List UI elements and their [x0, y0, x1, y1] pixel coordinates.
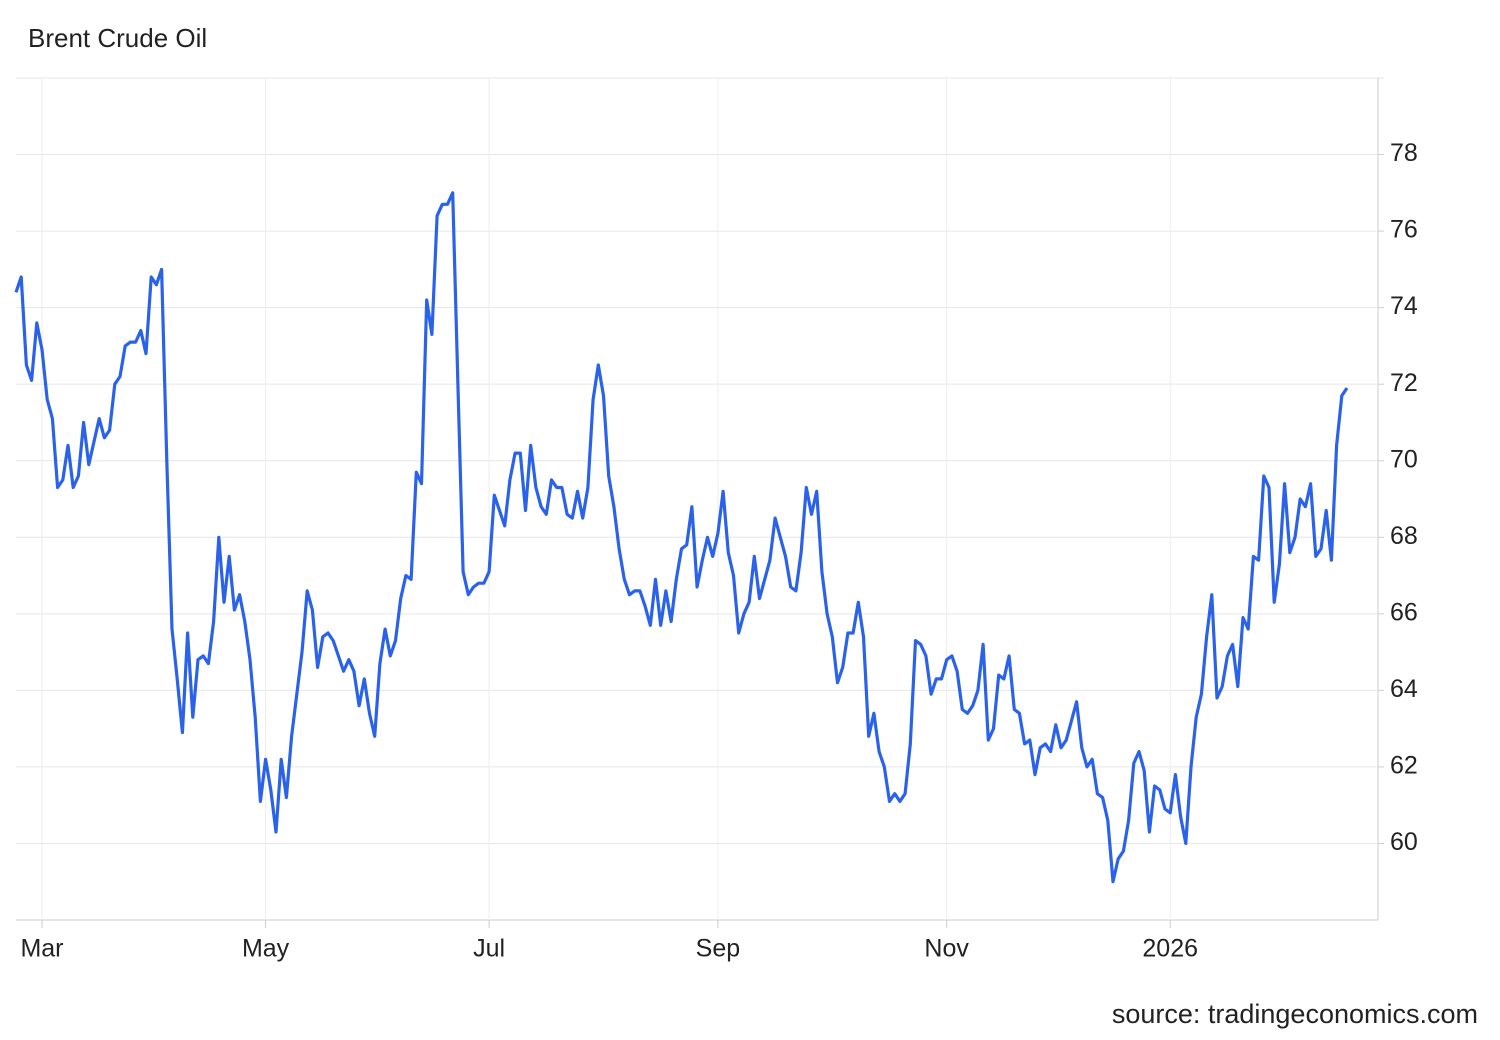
- source: source: tradingeconomics.com: [1112, 999, 1478, 1029]
- x-tick-label: Jul: [473, 935, 505, 963]
- chart-title: Brent Crude Oil: [28, 23, 207, 53]
- price-line: [14, 191, 1349, 884]
- y-tick-label: 64: [1390, 675, 1418, 703]
- y-tick-label: 70: [1390, 445, 1418, 473]
- x-tick-label: 2026: [1142, 935, 1198, 963]
- y-tick-label: 62: [1390, 752, 1418, 780]
- y-tick-label: 74: [1390, 292, 1418, 320]
- y-tick-label: 76: [1390, 216, 1418, 244]
- x-tick-label: Mar: [20, 935, 63, 963]
- y-tick-label: 60: [1390, 828, 1418, 856]
- y-tick-label: 66: [1390, 598, 1418, 626]
- y-tick-label: 72: [1390, 369, 1418, 397]
- x-tick-label: Sep: [696, 935, 740, 963]
- y-tick-label: 68: [1390, 522, 1418, 550]
- y-tick-label: 78: [1390, 139, 1418, 167]
- x-tick-label: Nov: [924, 935, 969, 963]
- x-tick-label: May: [242, 935, 290, 963]
